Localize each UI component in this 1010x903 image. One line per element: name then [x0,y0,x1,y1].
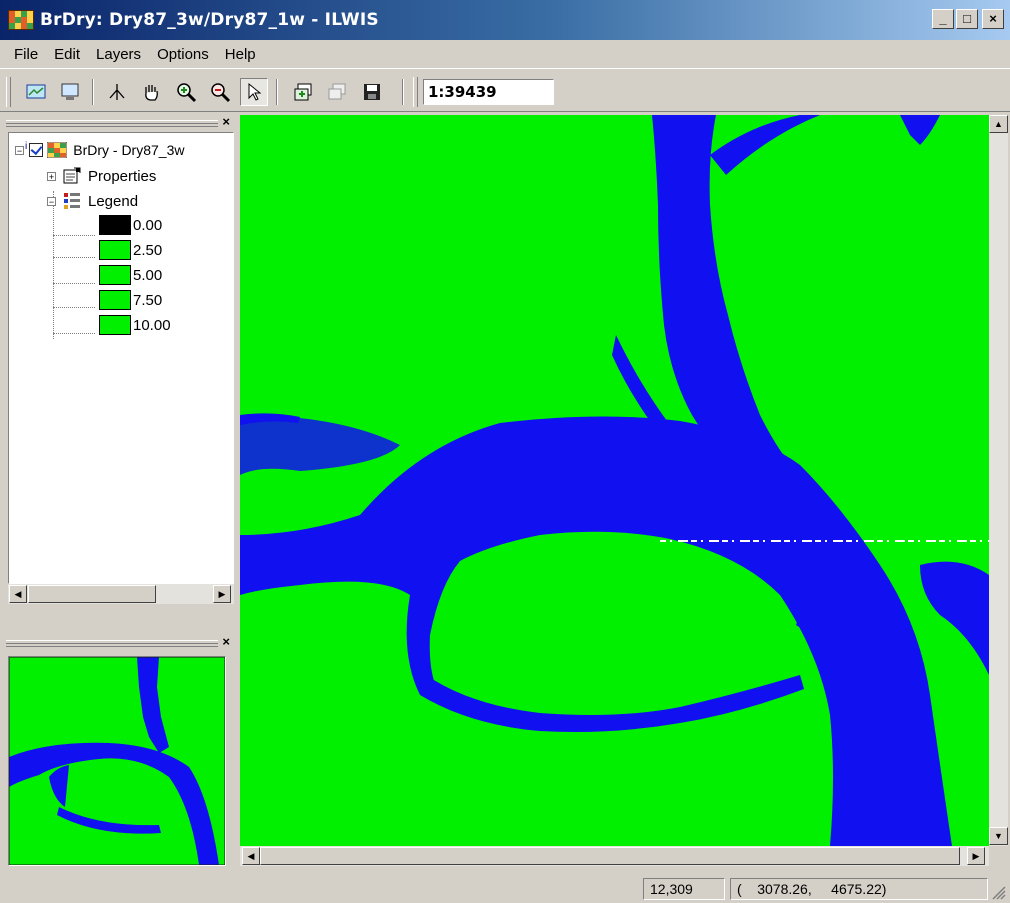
minimize-button[interactable]: _ [932,9,954,29]
select-pointer-icon[interactable] [240,78,268,106]
menu-edit[interactable]: Edit [54,45,81,63]
menu-layers[interactable]: Layers [96,45,142,63]
tree-horizontal-scrollbar[interactable]: ◀ ▶ [8,584,234,604]
legend-value: 2.50 [133,241,163,259]
menu-help[interactable]: Help [224,45,256,63]
scroll-left-button[interactable]: ◀ [242,847,260,865]
legend-swatch [99,240,131,260]
scroll-right-button[interactable]: ▶ [213,585,231,603]
overview-panel-header[interactable]: × [4,634,234,650]
window-title: BrDry: Dry87_3w/Dry87_1w - ILWIS [40,10,379,30]
legend-swatch [99,215,131,235]
legend-value: 5.00 [133,266,163,284]
toolbar: 1:39439 [0,68,1010,112]
scale-field[interactable]: 1:39439 [423,79,554,105]
close-button[interactable]: × [982,9,1004,29]
entire-map-icon[interactable] [22,78,50,106]
scroll-left-button[interactable]: ◀ [9,585,27,603]
menu-file[interactable]: File [14,45,39,63]
scroll-thumb[interactable] [260,847,960,865]
status-bar: 12,309 ( 3078.26, 4675.22) [0,874,1010,903]
legend-item: 5.00 [99,264,162,286]
toolbar-grip[interactable] [6,77,11,107]
maximize-button[interactable]: □ [956,9,978,29]
raster-map-icon [47,142,68,158]
overview-panel-close-button[interactable]: × [222,634,230,649]
zoom-in-icon[interactable] [172,78,200,106]
save-icon[interactable] [358,78,386,106]
scroll-up-button[interactable]: ▲ [989,115,1008,133]
legend-icon [64,193,80,209]
pan-icon[interactable] [137,78,165,106]
map-horizontal-scrollbar[interactable]: ◀ ▶ [240,846,989,866]
expand-toggle[interactable]: + [47,171,56,182]
menu-bar: File Edit Layers Options Help [0,40,1010,68]
add-layer-icon[interactable] [290,78,318,106]
copy-icon[interactable] [324,78,352,106]
legend-swatch [99,315,131,335]
layers-panel-header[interactable]: × [4,114,234,130]
coordinate-readout: ( 3078.26, 4675.22) [730,878,988,900]
legend-label: Legend [88,192,139,210]
tree-layer-row[interactable]: − i BrDry - Dry87_3w [15,139,184,161]
map-canvas[interactable] [240,115,989,846]
info-marker: i [25,140,28,152]
row-col-readout: 12,309 [643,878,725,900]
properties-icon [63,167,81,184]
tree-legend-row[interactable]: − Legend [47,190,138,212]
layer-tree: − i BrDry - Dry87_3w + Properties − Lege… [8,132,234,584]
legend-value: 10.00 [133,316,171,334]
legend-item: 7.50 [99,289,162,311]
collapse-toggle[interactable]: − [15,145,24,156]
scroll-right-button[interactable]: ▶ [967,847,985,865]
scroll-thumb[interactable] [28,585,156,603]
legend-swatch [99,290,131,310]
properties-label: Properties [88,167,157,185]
collapse-toggle[interactable]: − [47,196,56,207]
resize-grip-icon[interactable] [990,884,1006,900]
legend-item: 0.00 [99,214,162,236]
legend-item: 2.50 [99,239,162,261]
layers-panel-close-button[interactable]: × [222,114,230,129]
legend-value: 0.00 [133,216,163,234]
menu-options[interactable]: Options [157,45,209,63]
ilwis-map-icon [8,10,34,30]
layer-name: BrDry - Dry87_3w [73,142,185,158]
zoom-out-icon[interactable] [206,78,234,106]
legend-value: 7.50 [133,291,163,309]
normal-view-icon[interactable] [56,78,84,106]
legend-item: 10.00 [99,314,171,336]
legend-swatch [99,265,131,285]
map-vertical-scrollbar[interactable]: ▲ ▼ [989,115,1008,846]
measure-distance-icon[interactable] [103,78,131,106]
layer-visible-checkbox[interactable] [29,143,44,157]
scroll-down-button[interactable]: ▼ [989,827,1008,845]
title-bar: BrDry: Dry87_3w/Dry87_1w - ILWIS _ □ × [0,0,1010,40]
overview-map[interactable] [8,656,226,866]
tree-properties-row[interactable]: + Properties [47,165,156,187]
